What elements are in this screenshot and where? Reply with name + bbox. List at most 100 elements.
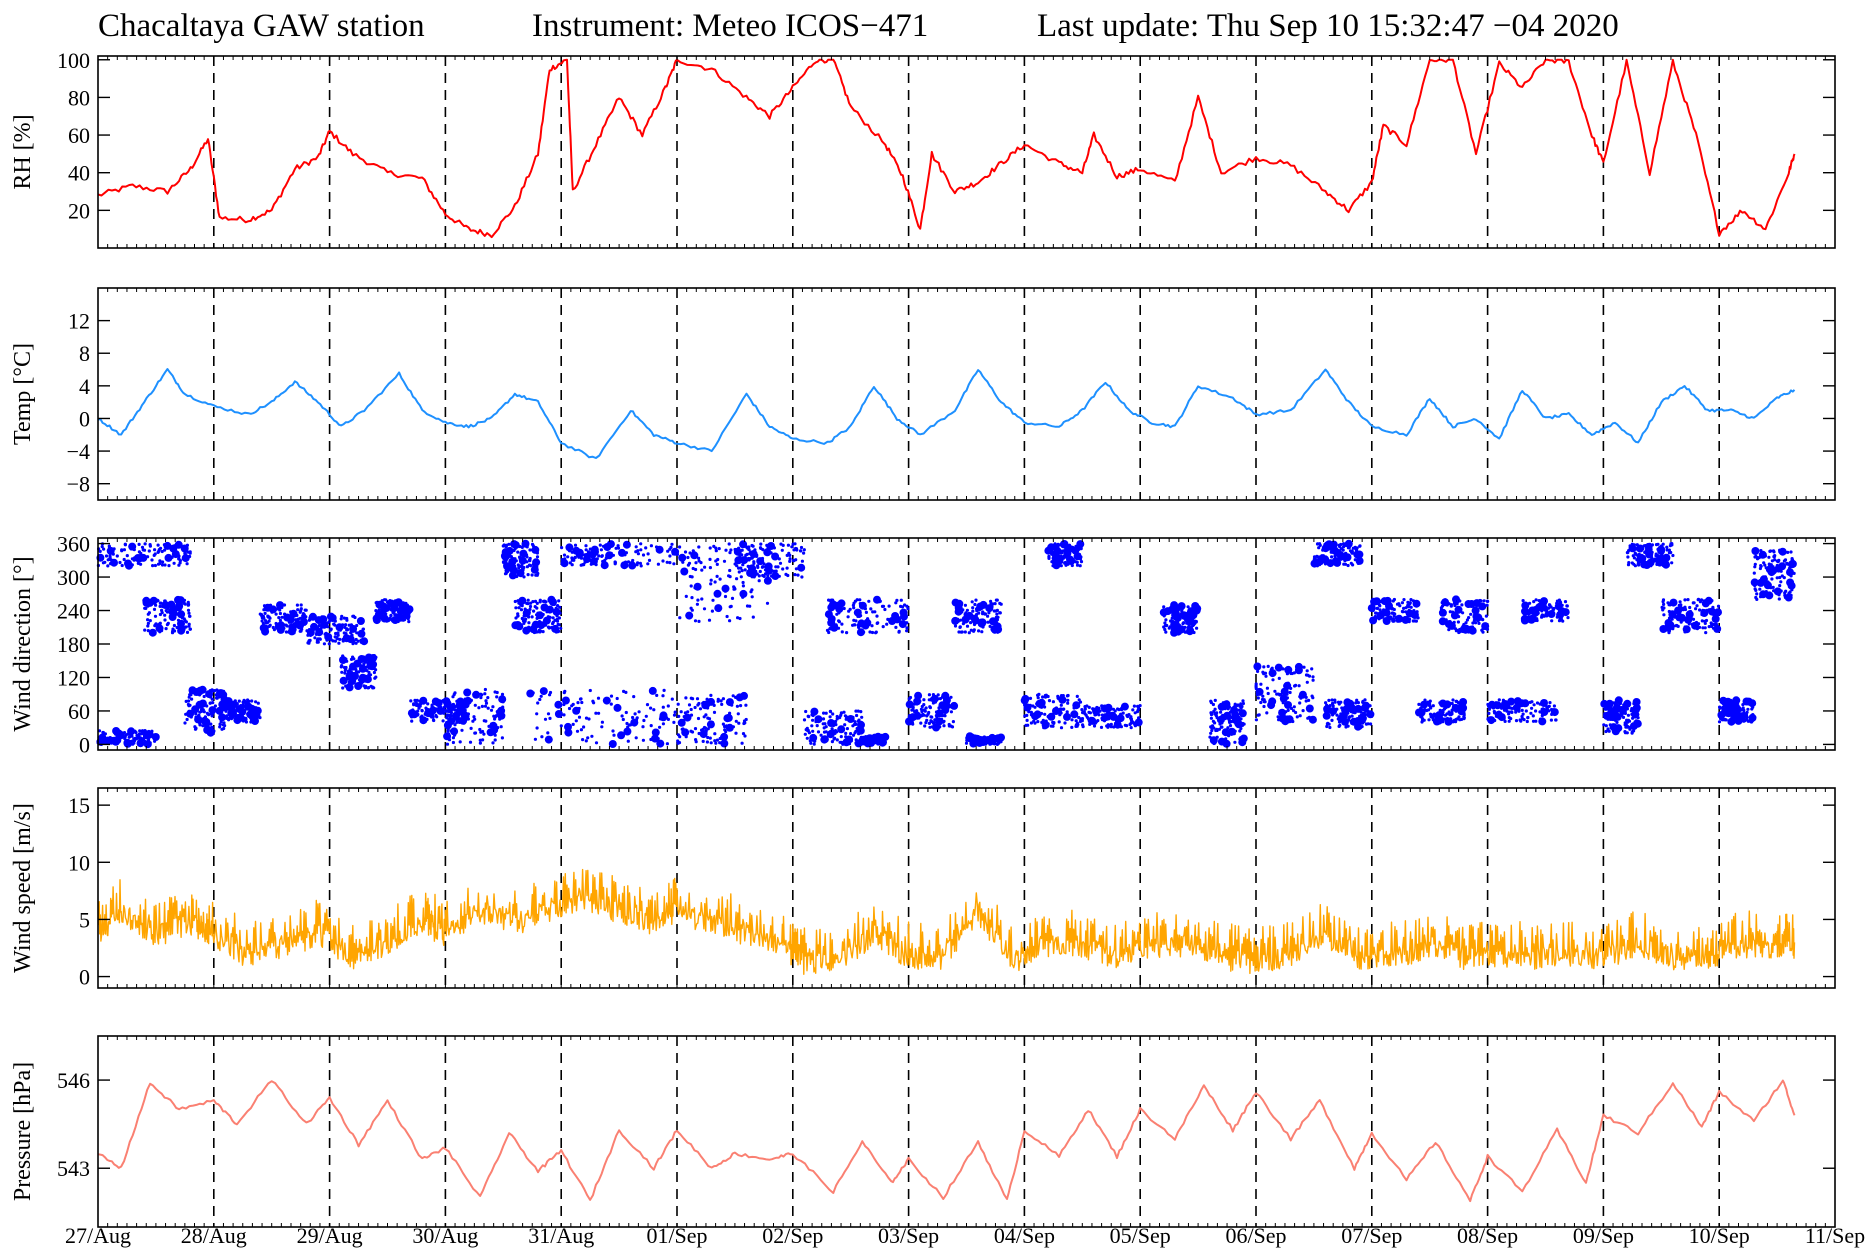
- wind-direction-point: [813, 712, 817, 716]
- wind-direction-point: [244, 700, 248, 705]
- wind-direction-point: [1337, 724, 1341, 729]
- wind-direction-point: [1346, 563, 1350, 568]
- wind-direction-point: [1217, 702, 1226, 711]
- wind-direction-point: [351, 655, 355, 659]
- wind-direction-point: [398, 604, 402, 608]
- wind-direction-point: [1286, 708, 1290, 713]
- wind-direction-point: [1324, 558, 1328, 562]
- wind-direction-point: [1070, 725, 1074, 730]
- wind-direction-point: [1460, 706, 1464, 710]
- wind-direction-point: [835, 717, 839, 721]
- wind-direction-point: [668, 561, 672, 565]
- wind-direction-point: [287, 627, 296, 636]
- wind-direction-point: [1043, 712, 1047, 716]
- wind-direction-point: [1450, 711, 1454, 715]
- wind-direction-point: [1191, 602, 1200, 610]
- wind-direction-point: [314, 632, 318, 637]
- wind-direction-point: [661, 722, 666, 726]
- wind-direction-point: [1068, 545, 1072, 549]
- wind-direction-point: [671, 552, 675, 556]
- wind-direction-point: [713, 580, 717, 584]
- wind-direction-point: [761, 573, 765, 578]
- wind-direction-point: [583, 556, 587, 561]
- wind-direction-point: [886, 617, 890, 622]
- wind-direction-point: [372, 616, 381, 625]
- wind-direction-point: [1042, 720, 1046, 724]
- wind-direction-point: [1378, 604, 1382, 608]
- wind-direction-point: [700, 597, 704, 601]
- wind-direction-point: [986, 620, 990, 624]
- wind-direction-point: [970, 600, 974, 604]
- wind-direction-point: [1284, 665, 1293, 674]
- wind-direction-point: [1280, 687, 1289, 696]
- wind-direction-point: [847, 742, 852, 746]
- wind-direction-point: [543, 717, 548, 721]
- wind-direction-point: [856, 726, 865, 735]
- wind-direction-point: [868, 738, 873, 742]
- wind-direction-point: [611, 729, 615, 733]
- wind-direction-point: [744, 703, 748, 707]
- wind-direction-point: [587, 717, 591, 721]
- wind-direction-point: [1341, 708, 1345, 713]
- wind-direction-point: [1080, 717, 1085, 721]
- wind-direction-point: [681, 560, 685, 564]
- wind-direction-point: [684, 594, 688, 599]
- wind-direction-point: [970, 737, 974, 741]
- wind-direction-point: [246, 710, 255, 719]
- last-update-title: Last update: Thu Sep 10 15:32:47 −04 202…: [1037, 8, 1619, 44]
- wind-direction-point: [1288, 690, 1292, 695]
- wind-direction-point: [526, 573, 530, 577]
- wind-direction-point: [164, 627, 168, 631]
- wind-direction-point: [1411, 614, 1415, 618]
- wind-direction-point: [1047, 556, 1051, 561]
- wind-direction-point: [102, 547, 106, 551]
- wind-direction-point: [730, 703, 734, 707]
- wind-direction-point: [1451, 698, 1455, 702]
- wind-direction-point: [416, 709, 420, 713]
- wind-direction-point: [187, 602, 191, 607]
- wind-direction-point: [993, 741, 997, 746]
- wind-direction-point: [1412, 609, 1416, 613]
- wind-direction-point: [1270, 697, 1274, 701]
- wind-direction-point: [1209, 701, 1213, 705]
- wind-direction-point: [1214, 713, 1218, 717]
- wind-direction-point: [165, 623, 169, 627]
- wind-direction-point: [1408, 610, 1412, 614]
- wind-direction-point: [192, 688, 201, 696]
- wind-direction-point: [139, 551, 143, 556]
- wind-direction-point: [803, 732, 807, 736]
- wind-direction-point: [473, 703, 477, 707]
- wind-direction-point: [1233, 740, 1237, 744]
- wind-direction-point: [183, 551, 187, 555]
- wind-direction-point: [289, 624, 293, 628]
- wind-direction-point: [700, 729, 704, 733]
- wind-direction-point: [1087, 705, 1091, 710]
- wind-direction-point: [1257, 713, 1261, 717]
- wind-direction-point: [1470, 625, 1475, 629]
- wind-direction-point: [644, 714, 648, 718]
- wind-direction-point: [735, 704, 740, 708]
- wind-direction-point: [930, 725, 935, 729]
- wind-direction-point: [752, 550, 757, 554]
- wind-direction-point: [1228, 724, 1233, 728]
- wind-direction-point: [1063, 712, 1071, 721]
- wind-direction-point: [708, 736, 712, 740]
- wind-direction-point: [156, 543, 160, 547]
- wind-direction-point: [137, 542, 141, 547]
- wind-direction-point: [1434, 716, 1438, 720]
- wind-direction-point: [954, 619, 959, 623]
- wind-direction-point: [702, 715, 706, 719]
- wind-direction-point: [530, 615, 534, 619]
- wind-direction-point: [1376, 611, 1385, 620]
- wind-direction-point: [724, 548, 728, 552]
- wind-direction-point: [335, 636, 339, 640]
- wind-direction-point: [282, 603, 287, 607]
- wind-direction-point: [697, 619, 701, 624]
- wind-direction-point: [357, 629, 366, 638]
- wind-direction-point: [1063, 552, 1068, 556]
- wind-direction-point: [168, 613, 177, 621]
- wind-direction-point: [424, 711, 428, 715]
- wind-direction-point: [810, 724, 814, 728]
- wind-direction-point: [1163, 624, 1168, 628]
- wind-direction-point: [260, 619, 264, 623]
